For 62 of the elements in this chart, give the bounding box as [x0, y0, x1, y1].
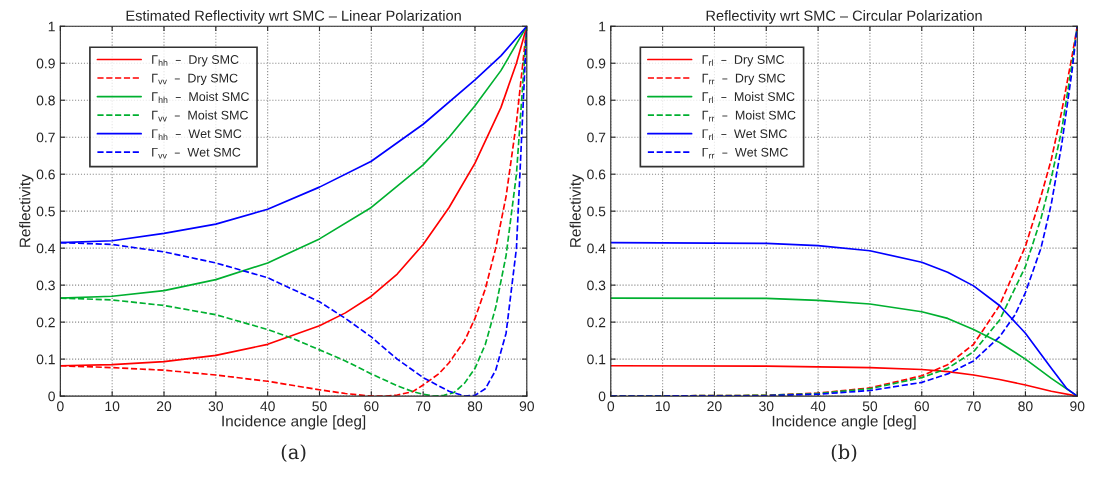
x-tick-label: 10 — [105, 401, 120, 412]
legend-label: Γ$_{vv}$ – Wet SMC — [152, 147, 241, 159]
legend-label: Γ$_{vv}$ – Moist SMC — [152, 110, 249, 122]
y-tick-label: 0.6 — [587, 169, 606, 180]
y-tick-label: 0 — [598, 391, 606, 402]
legend-label: Γ$_{rr}$ – Dry SMC — [702, 73, 786, 85]
y-tick-label: 0.4 — [587, 243, 606, 254]
text: (a) — [281, 444, 306, 462]
x-tick-label: 10 — [655, 401, 670, 412]
x-axis-title: Incidence angle [deg] — [772, 415, 916, 430]
y-tick-label: 0.6 — [36, 169, 55, 180]
legend-label: Γ$_{rr}$ – Wet SMC — [702, 147, 788, 159]
y-tick-label: 0.7 — [587, 132, 606, 143]
legend-label: Γ$_{rl}$ – Wet SMC — [702, 129, 787, 140]
legend-label: Γ$_{rl}$ – Moist SMC — [702, 91, 795, 103]
y-tick-label: 0.3 — [587, 280, 606, 291]
y-tick-label: 0.4 — [36, 243, 56, 254]
y-tick-label: 0.1 — [587, 354, 606, 365]
legend-label: Γ$_{hh}$ – Dry SMC — [152, 55, 239, 67]
x-tick-label: 30 — [208, 401, 224, 412]
y-tick-label: 0.5 — [36, 206, 55, 217]
y-tick-label: 0.9 — [587, 58, 606, 69]
x-tick-label: 90 — [1070, 401, 1085, 412]
x-tick-label: 0 — [57, 401, 64, 412]
y-tick-label: 0.2 — [36, 317, 55, 328]
legend-label: Γ$_{vv}$ – Dry SMC — [152, 73, 238, 85]
x-tick-label: 60 — [914, 401, 929, 412]
y-axis-title: Reflectivity — [569, 174, 584, 247]
x-tick-label: 40 — [810, 401, 826, 412]
x-tick-label: 40 — [260, 401, 275, 412]
legend-label: Γ$_{hh}$ – Moist SMC — [152, 91, 249, 103]
y-tick-label: 0.8 — [36, 95, 55, 106]
legend-label: Γ$_{hh}$ – Wet SMC — [152, 129, 242, 140]
y-tick-label: 1 — [48, 21, 55, 32]
x-tick-label: 20 — [156, 401, 172, 412]
x-tick-label: 0 — [607, 401, 615, 412]
x-tick-label: 50 — [862, 401, 878, 412]
y-tick-label: 0.3 — [36, 280, 55, 291]
x-tick-label: 50 — [312, 401, 327, 412]
chart-title: Reflectivity wrt SMC – Circular Polarization — [706, 10, 982, 24]
legend-label: Γ$_{rl}$ – Dry SMC — [702, 55, 785, 67]
x-tick-label: 80 — [1018, 401, 1033, 412]
y-tick-label: 0.1 — [36, 354, 55, 365]
x-tick-label: 90 — [519, 401, 534, 412]
y-tick-label: 0.5 — [587, 206, 606, 217]
y-axis-title: Reflectivity — [19, 174, 34, 247]
y-tick-label: 0.2 — [587, 317, 606, 328]
x-tick-label: 70 — [416, 401, 431, 412]
y-tick-label: 0.7 — [36, 132, 55, 143]
chart-title: Estimated Reflectivity wrt SMC – Linear Polarization — [126, 10, 461, 24]
x-tick-label: 60 — [364, 401, 379, 412]
x-tick-label: 80 — [467, 401, 483, 412]
x-tick-label: 70 — [966, 401, 981, 412]
y-tick-label: 0.9 — [36, 58, 55, 69]
y-tick-label: 0 — [48, 391, 55, 402]
x-tick-label: 20 — [707, 401, 722, 412]
y-tick-label: 0.8 — [587, 95, 606, 106]
x-axis-title: Incidence angle [deg] — [222, 415, 366, 430]
x-tick-label: 30 — [759, 401, 774, 412]
legend-label: Γ$_{rr}$ – Moist SMC — [702, 110, 796, 122]
text: (b) — [831, 444, 857, 462]
y-tick-label: 1 — [599, 21, 606, 32]
